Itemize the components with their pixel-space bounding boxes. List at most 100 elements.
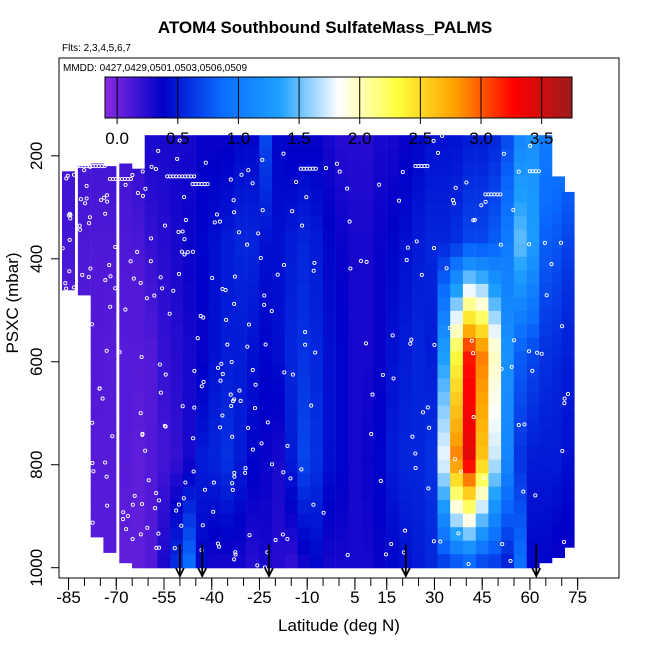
heatmap-cell (208, 459, 222, 474)
sample-point (390, 333, 395, 338)
sample-point (236, 230, 242, 235)
heatmap-cell (462, 283, 476, 298)
sample-point (425, 405, 430, 410)
heatmap-cell (272, 189, 285, 204)
sample-point (87, 221, 92, 226)
heatmap-cell (310, 256, 324, 271)
heatmap-cell (284, 540, 298, 555)
heatmap-cell (170, 351, 184, 366)
sample-point (152, 293, 157, 298)
sample-point (309, 403, 314, 408)
heatmap-cell (157, 351, 171, 366)
heatmap-cell (361, 324, 375, 339)
heatmap-cell (437, 189, 451, 204)
heatmap-cell (208, 270, 222, 285)
sample-point (511, 207, 516, 212)
heatmap-cell (310, 378, 324, 393)
heatmap-cell (195, 513, 209, 528)
sample-point (281, 262, 287, 268)
sample-point (265, 420, 270, 425)
heatmap-cell (297, 351, 311, 366)
x-tick-label: 5 (350, 588, 359, 607)
heatmap-cell (424, 338, 438, 353)
x-tick-label: -70 (104, 588, 129, 607)
heatmap-cell (62, 171, 75, 176)
heatmap-cell (246, 283, 260, 298)
heatmap-cell (284, 243, 298, 258)
heatmap-cell (501, 297, 515, 312)
heatmap-cell (62, 230, 75, 235)
heatmap-cell (119, 288, 133, 302)
sample-point (212, 220, 217, 225)
heatmap-cell (361, 162, 375, 177)
heatmap-layer (62, 135, 575, 569)
heatmap-cell (373, 135, 387, 150)
heatmap-cell (412, 527, 425, 542)
heatmap-cell (132, 168, 145, 182)
heatmap-cell (424, 216, 438, 231)
heatmap-cell (561, 347, 575, 359)
sample-point (103, 278, 108, 283)
sample-point (163, 372, 168, 377)
flights-note: Flts: 2,3,4,5,6,7 (62, 43, 131, 54)
sample-point (67, 269, 72, 274)
heatmap-cell (450, 270, 464, 285)
heatmap-cell (424, 324, 438, 339)
heatmap-cell (182, 365, 196, 380)
heatmap-cell (412, 540, 425, 555)
heatmap-cell (322, 486, 336, 501)
sample-point (528, 143, 533, 148)
heatmap-cell (450, 283, 464, 298)
sample-point (478, 303, 484, 308)
heatmap-cell (246, 162, 260, 177)
sample-point (100, 396, 105, 401)
heatmap-cell (513, 243, 527, 258)
heatmap-cell (208, 554, 222, 569)
heatmap-cell (361, 540, 375, 555)
sample-point (87, 215, 92, 220)
heatmap-cell (90, 291, 104, 305)
sample-point (121, 510, 126, 515)
heatmap-cell (539, 402, 553, 417)
heatmap-cell (513, 175, 527, 190)
heatmap-cell (424, 473, 438, 488)
heatmap-cell (462, 189, 476, 204)
sample-point (140, 169, 145, 174)
heatmap-cell (208, 310, 222, 325)
heatmap-cell (310, 148, 324, 163)
sample-point (561, 539, 567, 545)
heatmap-cell (195, 243, 209, 258)
sample-point (167, 311, 172, 316)
x-tick-label: 45 (473, 588, 492, 607)
heatmap-cell (526, 500, 540, 515)
heatmap-cell (475, 310, 489, 325)
heatmap-cell (119, 263, 133, 277)
sample-point (500, 542, 505, 547)
heatmap-cell (399, 351, 413, 366)
heatmap-cell (157, 554, 171, 569)
heatmap-cell (412, 513, 425, 528)
heatmap-cell (157, 243, 171, 258)
heatmap-cell (450, 378, 464, 393)
heatmap-cell (284, 310, 298, 325)
heatmap-cell (386, 405, 400, 420)
sample-point (228, 177, 233, 182)
heatmap-cell (284, 324, 298, 339)
colorbar-tick-label: 0.5 (166, 129, 190, 148)
heatmap-cell (561, 380, 575, 393)
heatmap-cell (259, 256, 273, 271)
heatmap-cell (90, 478, 104, 491)
heatmap-cell (412, 175, 425, 190)
heatmap-cell (348, 216, 362, 231)
sample-point (108, 304, 113, 309)
heatmap-cell (335, 405, 349, 420)
heatmap-cell (132, 318, 145, 332)
heatmap-cell (412, 405, 425, 420)
heatmap-cell (373, 256, 387, 271)
sample-point (250, 368, 255, 373)
sample-point (281, 470, 286, 475)
heatmap-cell (437, 405, 451, 420)
heatmap-cell (272, 540, 285, 555)
heatmap-cell (62, 282, 75, 287)
sample-point (192, 405, 197, 410)
